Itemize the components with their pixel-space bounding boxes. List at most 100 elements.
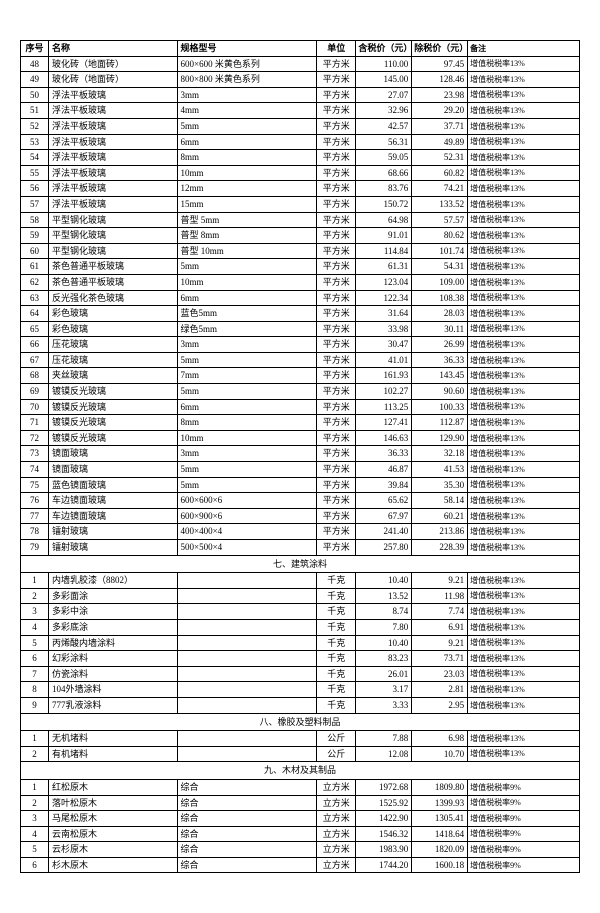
page-container: 序号名称规格型号单位含税价（元）除税价（元）备注 48玻化砖（地面砖）600×6… xyxy=(20,40,580,873)
table-row: 73镜面玻璃3mm平方米36.3332.18增值税税率13% xyxy=(21,446,580,462)
cell: 增值税税率13% xyxy=(468,415,580,431)
cell: 浮法平板玻璃 xyxy=(48,181,177,197)
cell: 70 xyxy=(21,399,49,415)
cell: 平方米 xyxy=(317,493,356,509)
cell: 65 xyxy=(21,321,49,337)
cell: 平方米 xyxy=(317,196,356,212)
cell: 增值税税率13% xyxy=(468,196,580,212)
cell: 9.21 xyxy=(412,635,468,651)
cell: 68 xyxy=(21,368,49,384)
col-header-0: 序号 xyxy=(21,41,49,57)
table-row: 66压花玻璃3mm平方米30.4726.99增值税税率13% xyxy=(21,337,580,353)
cell: 10.40 xyxy=(356,635,412,651)
cell: 镭射玻璃 xyxy=(48,540,177,556)
cell: 128.46 xyxy=(412,72,468,88)
cell: 增值税税率13% xyxy=(468,181,580,197)
cell: 74.21 xyxy=(412,181,468,197)
cell: 增值税税率9% xyxy=(468,779,580,795)
col-header-6: 备注 xyxy=(468,41,580,57)
cell: 41.53 xyxy=(412,462,468,478)
cell: 增值税税率13% xyxy=(468,337,580,353)
cell: 平型钢化玻璃 xyxy=(48,212,177,228)
cell: 7 xyxy=(21,666,49,682)
cell: 10.70 xyxy=(412,746,468,762)
cell: 56.31 xyxy=(356,134,412,150)
cell: 多彩底涂 xyxy=(48,619,177,635)
cell: 内墙乳胶漆（8802） xyxy=(48,573,177,589)
cell: 反光强化茶色玻璃 xyxy=(48,290,177,306)
cell: 平方米 xyxy=(317,415,356,431)
cell: 增值税税率9% xyxy=(468,826,580,842)
cell: 平方米 xyxy=(317,306,356,322)
cell: 茶色普通平板玻璃 xyxy=(48,259,177,275)
table-row: 75蓝色镜面玻璃5mm平方米39.8435.30增值税税率13% xyxy=(21,477,580,493)
cell: 平方米 xyxy=(317,508,356,524)
table-row: 2落叶松原木综合立方米1525.921399.93增值税税率9% xyxy=(21,795,580,811)
cell xyxy=(177,588,317,604)
cell: 平方米 xyxy=(317,274,356,290)
cell: 平方米 xyxy=(317,72,356,88)
cell: 增值税税率13% xyxy=(468,352,580,368)
cell: 6mm xyxy=(177,290,317,306)
table-row: 1内墙乳胶漆（8802）千克10.409.21增值税税率13% xyxy=(21,573,580,589)
cell: 127.41 xyxy=(356,415,412,431)
section-title: 七、建筑涂料 xyxy=(21,555,580,573)
cell: 平方米 xyxy=(317,259,356,275)
cell: 3.33 xyxy=(356,697,412,713)
cell: 彩色玻璃 xyxy=(48,306,177,322)
cell: 1600.18 xyxy=(412,857,468,873)
cell: 1305.41 xyxy=(412,811,468,827)
cell: 72 xyxy=(21,430,49,446)
cell: 平方米 xyxy=(317,337,356,353)
cell: 综合 xyxy=(177,842,317,858)
cell: 27.07 xyxy=(356,87,412,103)
cell: 800×800 米黄色系列 xyxy=(177,72,317,88)
table-row: 58平型钢化玻璃普型 5mm平方米64.9857.57增值税税率13% xyxy=(21,212,580,228)
cell: 平方米 xyxy=(317,446,356,462)
cell: 增值税税率13% xyxy=(468,103,580,119)
table-row: 2多彩面涂千克13.5211.98增值税税率13% xyxy=(21,588,580,604)
table-row: 68夹丝玻璃7mm平方米161.93143.45增值税税率13% xyxy=(21,368,580,384)
cell: 54 xyxy=(21,150,49,166)
cell: 23.03 xyxy=(412,666,468,682)
cell: 公斤 xyxy=(317,746,356,762)
cell xyxy=(177,666,317,682)
cell: 10mm xyxy=(177,430,317,446)
table-row: 七、建筑涂料 xyxy=(21,555,580,573)
cell: 74 xyxy=(21,462,49,478)
cell: 平方米 xyxy=(317,477,356,493)
cell: 79 xyxy=(21,540,49,556)
col-header-1: 名称 xyxy=(48,41,177,57)
cell: 26.01 xyxy=(356,666,412,682)
cell: 2.95 xyxy=(412,697,468,713)
table-row: 65彩色玻璃绿色5mm平方米33.9830.11增值税税率13% xyxy=(21,321,580,337)
table-row: 4多彩底涂千克7.806.91增值税税率13% xyxy=(21,619,580,635)
cell: 36.33 xyxy=(412,352,468,368)
cell: 213.86 xyxy=(412,524,468,540)
cell: 立方米 xyxy=(317,795,356,811)
cell: 69 xyxy=(21,384,49,400)
cell: 千克 xyxy=(317,697,356,713)
cell: 增值税税率13% xyxy=(468,573,580,589)
cell: 压花玻璃 xyxy=(48,337,177,353)
table-row: 1无机堵料公斤7.886.98增值税税率13% xyxy=(21,731,580,747)
cell: 50 xyxy=(21,87,49,103)
cell: 28.03 xyxy=(412,306,468,322)
cell: 增值税税率13% xyxy=(468,384,580,400)
cell: 8mm xyxy=(177,415,317,431)
cell: 42.57 xyxy=(356,118,412,134)
cell: 平方米 xyxy=(317,165,356,181)
cell: 平型钢化玻璃 xyxy=(48,243,177,259)
cell: 增值税税率13% xyxy=(468,259,580,275)
cell: 平方米 xyxy=(317,243,356,259)
cell: 241.40 xyxy=(356,524,412,540)
cell: 228.39 xyxy=(412,540,468,556)
cell: 400×400×4 xyxy=(177,524,317,540)
cell: 71 xyxy=(21,415,49,431)
cell: 压花玻璃 xyxy=(48,352,177,368)
table-row: 61茶色普通平板玻璃5mm平方米61.3154.31增值税税率13% xyxy=(21,259,580,275)
cell: 镭射玻璃 xyxy=(48,524,177,540)
cell: 57.57 xyxy=(412,212,468,228)
col-header-2: 规格型号 xyxy=(177,41,317,57)
cell: 41.01 xyxy=(356,352,412,368)
